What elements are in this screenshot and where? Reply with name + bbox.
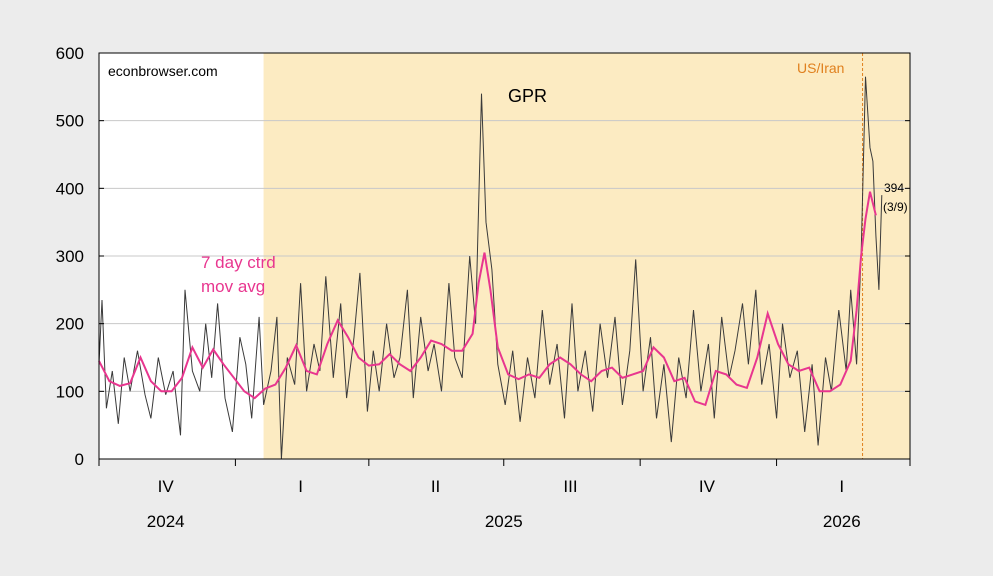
x-quarter-label: III	[563, 477, 577, 496]
source-label: econbrowser.com	[108, 63, 218, 79]
series-line-gpr	[98, 76, 883, 460]
x-quarter-label: IV	[699, 477, 716, 496]
y-axis: 0 100 200 300 400 500 600	[56, 44, 910, 469]
last-date-label: (3/9)	[883, 200, 908, 214]
series-line-mov-avg	[98, 191, 877, 407]
x-quarter-label: I	[298, 477, 303, 496]
event-label: US/Iran	[797, 60, 844, 76]
mov-avg-label-line1: 7 day ctrd	[201, 253, 276, 272]
y-tick-label: 0	[75, 450, 84, 469]
mov-avg-label-line2: mov avg	[201, 277, 265, 296]
y-tick-label: 100	[56, 382, 84, 401]
x-year-label: 2025	[485, 512, 523, 531]
y-tick-label: 600	[56, 44, 84, 63]
x-quarter-label: IV	[158, 477, 175, 496]
x-year-label: 2024	[147, 512, 185, 531]
x-quarter-label: II	[431, 477, 440, 496]
y-tick-label: 500	[56, 112, 84, 131]
y-tick-label: 400	[56, 179, 84, 198]
y-tick-label: 300	[56, 247, 84, 266]
grid-lines	[99, 120, 910, 392]
x-quarter-label: I	[839, 477, 844, 496]
last-value-label: 394	[884, 181, 904, 195]
x-year-label: 2026	[823, 512, 861, 531]
gpr-series-label: GPR	[508, 86, 547, 106]
y-tick-label: 200	[56, 315, 84, 334]
